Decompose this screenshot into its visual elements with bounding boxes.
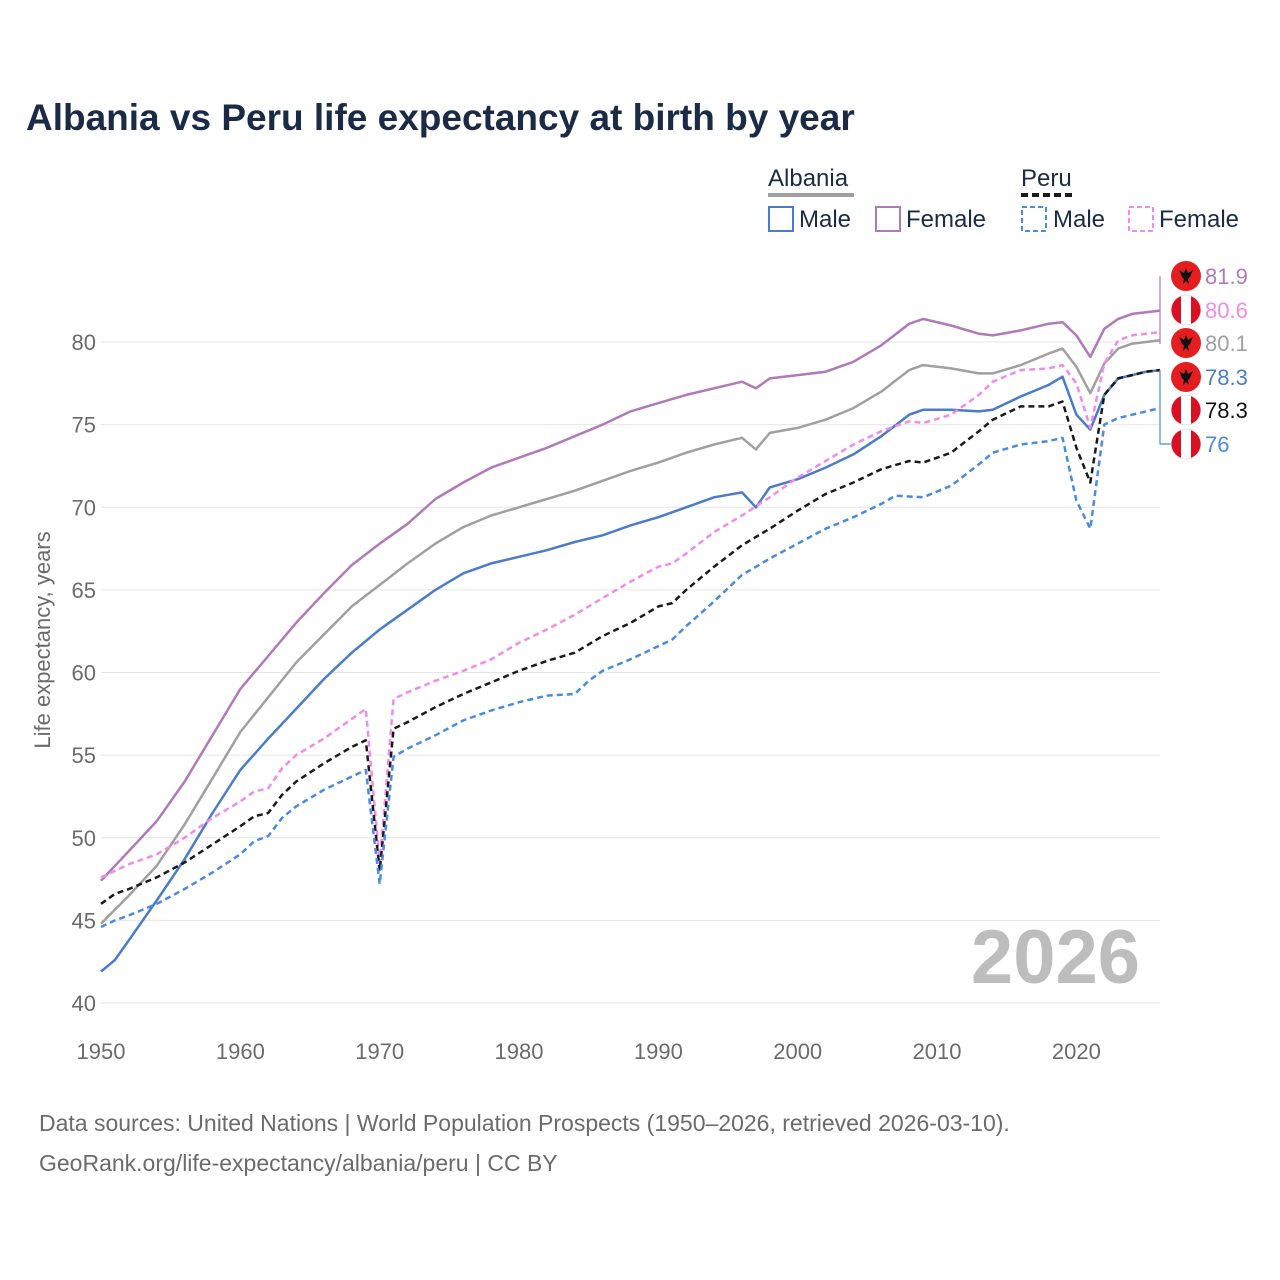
x-tick-1990: 1990 xyxy=(634,1039,683,1064)
end-value-albania-male: 78.3 xyxy=(1205,365,1248,390)
legend-albania-male-swatch xyxy=(768,206,794,232)
line-albania-female xyxy=(100,309,1161,882)
eagle-icon xyxy=(1179,268,1193,284)
y-tick-75: 75 xyxy=(72,413,96,438)
legend-albania-female-swatch xyxy=(875,206,901,232)
end-label-albania-total: 80.1 xyxy=(1171,328,1248,358)
end-label-albania-male: 78.3 xyxy=(1171,362,1248,392)
legend-group-albania: Albania xyxy=(768,165,849,192)
x-tick-2010: 2010 xyxy=(913,1039,962,1064)
legend: Albania Male Female Peru Male Female xyxy=(768,165,1239,233)
y-tick-65: 65 xyxy=(72,578,96,603)
series-lines xyxy=(100,309,1161,973)
eagle-icon xyxy=(1179,335,1193,351)
end-label-peru-male: 76 xyxy=(1170,428,1229,460)
y-tick-60: 60 xyxy=(72,661,96,686)
end-value-peru-total: 78.3 xyxy=(1205,398,1248,423)
legend-albania-male-label: Male xyxy=(799,206,851,233)
eagle-icon xyxy=(1179,369,1193,385)
legend-peru-male-label: Male xyxy=(1053,206,1105,233)
line-albania-male xyxy=(100,368,1161,973)
x-tick-1980: 1980 xyxy=(495,1039,544,1064)
x-tick-1960: 1960 xyxy=(216,1039,265,1064)
y-axis: 40 45 50 55 60 65 70 75 80 xyxy=(72,330,96,1016)
end-label-peru-total: 78.3 xyxy=(1170,394,1248,426)
end-value-albania-total: 80.1 xyxy=(1205,331,1248,356)
x-axis: 1950 1960 1970 1980 1990 2000 2010 2020 xyxy=(77,1039,1101,1064)
peru-bracket xyxy=(1159,370,1172,445)
y-tick-80: 80 xyxy=(72,330,96,355)
y-tick-40: 40 xyxy=(72,991,96,1016)
legend-group-peru: Peru xyxy=(1021,165,1072,192)
y-tick-55: 55 xyxy=(72,743,96,768)
line-peru-male xyxy=(100,406,1161,929)
source-line-1: Data sources: United Nations | World Pop… xyxy=(39,1110,1010,1136)
y-axis-label: Life expectancy, years xyxy=(30,531,55,748)
y-tick-50: 50 xyxy=(72,826,96,851)
source-line-2: GeoRank.org/life-expectancy/albania/peru… xyxy=(39,1150,558,1176)
chart-title: Albania vs Peru life expectancy at birth… xyxy=(26,97,855,138)
legend-peru-female-swatch xyxy=(1128,206,1154,232)
x-tick-2020: 2020 xyxy=(1052,1039,1101,1064)
x-tick-1950: 1950 xyxy=(77,1039,126,1064)
end-label-albania-female: 81.9 xyxy=(1171,261,1248,291)
x-tick-2000: 2000 xyxy=(773,1039,822,1064)
end-value-albania-female: 81.9 xyxy=(1205,264,1248,289)
y-tick-45: 45 xyxy=(72,908,96,933)
end-label-peru-female: 80.6 xyxy=(1170,294,1248,326)
legend-albania-female-label: Female xyxy=(906,206,986,233)
y-tick-70: 70 xyxy=(72,495,96,520)
legend-peru-male-swatch xyxy=(1021,206,1047,232)
line-peru-female xyxy=(100,330,1161,879)
end-value-peru-female: 80.6 xyxy=(1205,298,1248,323)
current-year-label: 2026 xyxy=(971,915,1140,1000)
end-labels: 81.9 80.6 80.1 78.3 78.3 76 xyxy=(1159,261,1248,460)
grid xyxy=(101,341,1160,1004)
legend-peru-female-label: Female xyxy=(1159,206,1239,233)
line-albania-total xyxy=(100,339,1161,925)
x-tick-1970: 1970 xyxy=(355,1039,404,1064)
line-peru-total xyxy=(100,368,1161,905)
end-value-peru-male: 76 xyxy=(1205,432,1229,457)
